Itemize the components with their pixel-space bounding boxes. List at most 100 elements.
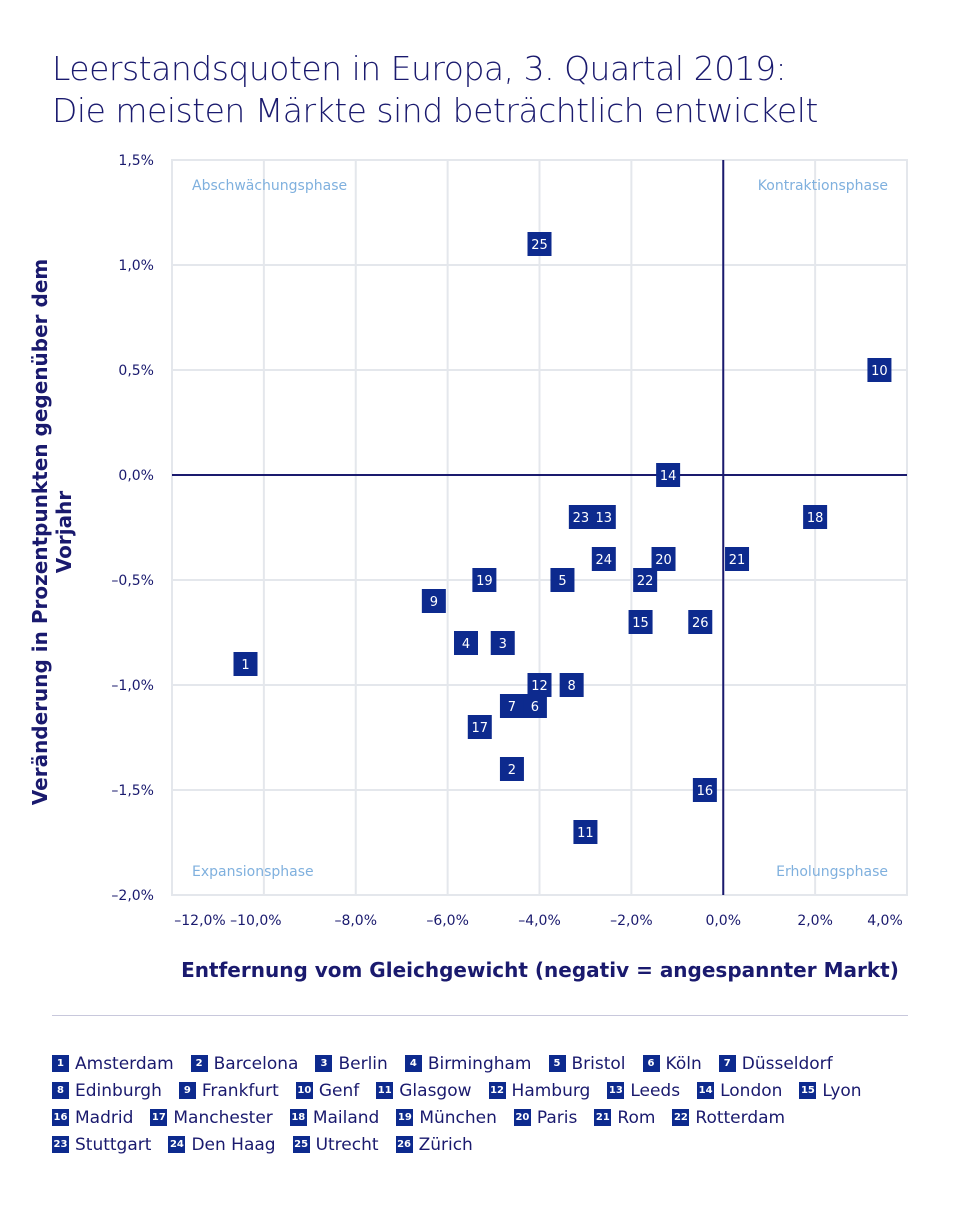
- x-axis-label: Entfernung vom Gleichgewicht (negativ = …: [181, 958, 899, 982]
- legend-marker: 3: [315, 1055, 333, 1072]
- legend-item: 26 Zürich: [395, 1134, 473, 1155]
- legend-item: 2 Barcelona: [190, 1053, 299, 1074]
- legend-label: Frankfurt: [201, 1080, 279, 1101]
- point-label-18: 18: [807, 511, 824, 526]
- point-marker-25: [527, 232, 552, 256]
- point-label-21: 21: [729, 553, 746, 568]
- point-marker-22: [633, 568, 658, 592]
- legend-item: 6 Köln: [642, 1054, 702, 1074]
- legend-label: Stuttgart: [75, 1134, 152, 1155]
- point-label-15: 15: [632, 616, 649, 631]
- point-marker-14: [656, 463, 681, 487]
- legend-marker: 15: [799, 1082, 817, 1099]
- point-label-4: 4: [462, 637, 470, 652]
- x-tick-label: 4,0%: [867, 913, 903, 929]
- x-tick-label: –2,0%: [610, 913, 653, 929]
- y-tick-label: –2,0%: [111, 888, 154, 904]
- point-marker-3: [490, 631, 515, 655]
- legend-item: 24 Den Haag: [168, 1135, 276, 1155]
- point-label-17: 17: [472, 721, 489, 736]
- legend-marker: 11: [376, 1082, 394, 1099]
- legend-label: Amsterdam: [75, 1053, 174, 1074]
- legend-label: Düsseldorf: [741, 1053, 833, 1074]
- legend-marker: 16: [52, 1109, 69, 1126]
- x-tick-label: –4,0%: [518, 913, 561, 929]
- legend-label: Edinburgh: [75, 1080, 162, 1101]
- point-marker-26: [688, 610, 713, 634]
- point-marker-20: [651, 547, 676, 571]
- legend-marker: 14: [697, 1082, 715, 1099]
- point-label-10: 10: [871, 364, 888, 379]
- point-label-6: 6: [531, 700, 539, 715]
- scatter-plot: –12,0% –10,0% –8,0% –6,0% –4,0% –2,0% 0,0% 2,0%…: [111, 153, 908, 929]
- legend-marker: 6: [642, 1055, 660, 1072]
- legend-marker: 23: [52, 1136, 69, 1153]
- legend-label: Hamburg: [511, 1080, 591, 1101]
- x-tick-label: –12,0%: [174, 913, 225, 929]
- legend-label: Rotterdam: [695, 1107, 786, 1128]
- x-tick-label: –8,0%: [334, 913, 377, 929]
- point-marker-16: [692, 778, 717, 802]
- point-label-22: 22: [637, 574, 654, 589]
- legend-item: 13 Leeds: [607, 1081, 680, 1101]
- quadrant-label-top-left: Abschwächungsphase: [192, 178, 347, 194]
- legend-item: 12 Hamburg: [488, 1080, 591, 1101]
- legend-marker: 4: [404, 1055, 422, 1072]
- point-marker-19: [472, 568, 497, 592]
- legend-row: 16 Madrid 17 Manchester 18 Mailand 19 München 20…: [52, 1104, 879, 1131]
- y-tick-label: 0,5%: [118, 363, 154, 379]
- point-label-5: 5: [558, 574, 566, 589]
- point-marker-7: [499, 694, 524, 718]
- point-marker-5: [550, 568, 575, 592]
- point-marker-18: [803, 505, 828, 529]
- legend-item: 15 Lyon: [799, 1080, 862, 1101]
- legend-marker: 12: [488, 1082, 506, 1099]
- point-marker-8: [559, 673, 584, 697]
- legend-item: 1 Amsterdam: [52, 1054, 174, 1074]
- legend-item: 10 Genf: [295, 1081, 359, 1101]
- legend-marker: 9: [178, 1082, 196, 1099]
- legend-item: 23 Stuttgart: [52, 1135, 151, 1155]
- legend-row: 1 Amsterdam 2 Barcelona 3 Berlin 4 Birmingham 5 B…: [52, 1050, 879, 1077]
- point-label-9: 9: [430, 595, 438, 610]
- point-label-26: 26: [692, 616, 709, 631]
- point-label-20: 20: [655, 553, 672, 568]
- point-label-8: 8: [568, 679, 576, 694]
- legend-label: Rom: [617, 1107, 656, 1128]
- legend-label: Lyon: [822, 1080, 862, 1101]
- legend-item: 18 Mailand: [289, 1108, 379, 1128]
- legend-marker: 17: [150, 1109, 168, 1126]
- point-label-11: 11: [577, 826, 594, 841]
- legend-item: 19 München: [396, 1108, 497, 1128]
- divider: [52, 1015, 908, 1016]
- point-marker-17: [467, 715, 492, 739]
- legend-label: München: [419, 1107, 497, 1128]
- legend-label: Zürich: [418, 1134, 473, 1155]
- point-marker-2: [499, 757, 524, 781]
- legend-label: Berlin: [338, 1053, 388, 1074]
- quadrant-label-top-right: Kontraktionsphase: [758, 178, 888, 194]
- legend-item: 17 Manchester: [150, 1108, 273, 1128]
- legend-marker: 10: [295, 1082, 313, 1099]
- legend-item: 22 Rotterdam: [672, 1108, 785, 1128]
- legend-label: Bristol: [571, 1053, 626, 1074]
- point-label-16: 16: [697, 784, 714, 799]
- legend-marker: 8: [52, 1082, 69, 1099]
- point-marker-4: [454, 631, 478, 655]
- legend-label: Utrecht: [315, 1134, 379, 1155]
- legend-label: Paris: [536, 1107, 578, 1128]
- point-label-1: 1: [241, 658, 249, 673]
- legend-label: Barcelona: [213, 1053, 299, 1074]
- x-tick-label: 0,0%: [705, 913, 741, 929]
- legend-item: 4 Birmingham: [404, 1053, 532, 1074]
- y-tick-label: 0,0%: [118, 468, 154, 484]
- legend-item: 3 Berlin: [315, 1053, 388, 1074]
- legend-label: Birmingham: [427, 1053, 532, 1074]
- legend-item: 8 Edinburgh: [52, 1081, 162, 1101]
- legend-marker: 19: [396, 1109, 414, 1126]
- y-tick-label: –1,5%: [111, 783, 154, 799]
- legend-label: Madrid: [75, 1107, 134, 1128]
- legend-marker: 2: [190, 1055, 208, 1072]
- legend-label: Glasgow: [399, 1080, 472, 1101]
